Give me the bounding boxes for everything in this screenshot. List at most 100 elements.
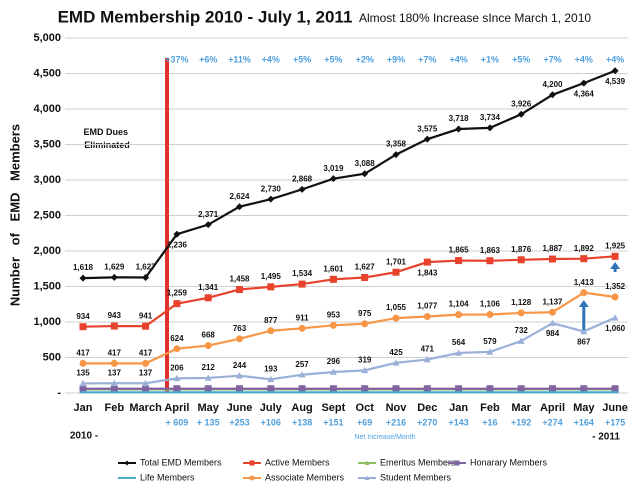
net-increase: +175 xyxy=(605,417,625,427)
marker xyxy=(392,359,400,366)
data-label: 135 xyxy=(76,369,90,378)
marker xyxy=(361,273,369,281)
pct-increase: +11% xyxy=(228,54,251,64)
marker xyxy=(549,308,556,316)
marker xyxy=(173,345,181,353)
series: 1,618 1,629 1,627 2,236 2,371 2,624 2,730 2,868… xyxy=(73,67,626,282)
marker xyxy=(79,379,87,387)
marker xyxy=(79,323,87,331)
marker xyxy=(267,385,275,393)
marker xyxy=(298,280,306,288)
marker xyxy=(329,175,337,183)
legend-label: Associate Members xyxy=(265,472,345,482)
data-label: 953 xyxy=(327,310,341,319)
x-tick-label: June xyxy=(227,402,253,414)
x-tick-label: Dec xyxy=(417,402,437,414)
x-tick-label: Oct xyxy=(356,402,375,414)
marker xyxy=(517,337,525,344)
y-tick-label: 2,500 xyxy=(33,209,61,221)
y-tick-label: 3,500 xyxy=(33,138,61,150)
x-tick-label: April xyxy=(540,402,565,414)
net-increase: +106 xyxy=(261,417,281,427)
marker xyxy=(204,221,212,229)
marker xyxy=(110,379,118,387)
x-tick-label: Jan xyxy=(74,402,93,414)
data-label: 1,618 xyxy=(73,263,94,272)
marker xyxy=(423,356,431,363)
marker xyxy=(549,255,556,263)
data-label: 417 xyxy=(139,349,153,358)
data-label: 1,627 xyxy=(355,263,376,272)
series: 934 943 941 1,259 1,341 1,458 1,495 1,534 1,601 1… xyxy=(76,241,626,331)
y-tick-label: 2,000 xyxy=(33,245,61,257)
data-label: 1,892 xyxy=(574,244,595,253)
net-increase: +138 xyxy=(292,417,312,427)
data-label: 3,926 xyxy=(511,99,532,108)
data-label: 1,352 xyxy=(605,282,626,291)
marker xyxy=(611,252,619,260)
net-increase: +69 xyxy=(357,417,372,427)
marker xyxy=(454,460,460,466)
legend-item: Active Members xyxy=(243,457,330,467)
pct-increase: +5% xyxy=(293,54,311,64)
pct-increase: +7% xyxy=(543,54,561,64)
data-label: 579 xyxy=(483,337,497,346)
marker xyxy=(267,283,275,291)
marker xyxy=(79,385,87,393)
net-increase: +274 xyxy=(542,417,562,427)
data-label: 1,863 xyxy=(480,246,501,255)
marker xyxy=(486,348,494,355)
x-tick-label: Nov xyxy=(386,402,408,414)
marker xyxy=(580,255,588,263)
x-tick-label: Sept xyxy=(321,402,345,414)
legend-label: Emeritus Members xyxy=(380,457,456,467)
dues-annotation: EMD Dues Eliminated xyxy=(83,127,130,150)
data-label: 1,055 xyxy=(386,303,407,312)
data-label: 296 xyxy=(327,357,341,366)
arrow-head xyxy=(610,262,621,269)
data-label: 3,019 xyxy=(323,164,344,173)
marker xyxy=(517,385,525,393)
data-label: 732 xyxy=(515,326,529,335)
data-label: 1,843 xyxy=(417,268,438,277)
series-line xyxy=(82,316,616,385)
legend-label: Student Members xyxy=(380,472,452,482)
data-label: 4,200 xyxy=(542,80,563,89)
data-label: 911 xyxy=(296,313,309,322)
marker xyxy=(423,385,431,393)
y-tick-label: 3,000 xyxy=(33,174,61,186)
marker xyxy=(423,135,431,143)
pct-increase: +2% xyxy=(356,54,374,64)
data-label: 1,060 xyxy=(605,324,626,333)
data-label: 3,358 xyxy=(386,140,407,149)
marker xyxy=(361,366,369,374)
marker xyxy=(611,67,619,75)
net-increase: +151 xyxy=(323,417,343,427)
marker xyxy=(204,374,212,381)
legend-item: Student Members xyxy=(358,472,452,482)
data-label: 1,458 xyxy=(229,275,250,284)
marker xyxy=(423,258,431,266)
net-increase: +16 xyxy=(482,417,497,427)
marker xyxy=(79,274,87,282)
marker xyxy=(455,349,463,356)
marker xyxy=(173,300,181,308)
x-tick-label: April xyxy=(164,402,189,414)
net-increase: + 609 xyxy=(166,417,189,427)
marker xyxy=(236,385,243,393)
marker xyxy=(329,275,337,283)
data-label: 471 xyxy=(421,345,435,354)
pct-increase: +9% xyxy=(387,54,405,64)
y-tick-label: 5,000 xyxy=(33,32,61,44)
marker xyxy=(455,311,463,319)
x-tick-label: Feb xyxy=(105,402,125,414)
series-line xyxy=(82,255,616,328)
marker xyxy=(142,359,150,367)
marker xyxy=(361,385,369,393)
marker xyxy=(110,385,118,393)
x-tick-label: May xyxy=(573,402,595,414)
y-tick-label: 4,500 xyxy=(33,67,61,79)
marker xyxy=(486,124,494,132)
data-label: 984 xyxy=(546,329,560,338)
y-tick-label: 1,500 xyxy=(33,280,61,292)
